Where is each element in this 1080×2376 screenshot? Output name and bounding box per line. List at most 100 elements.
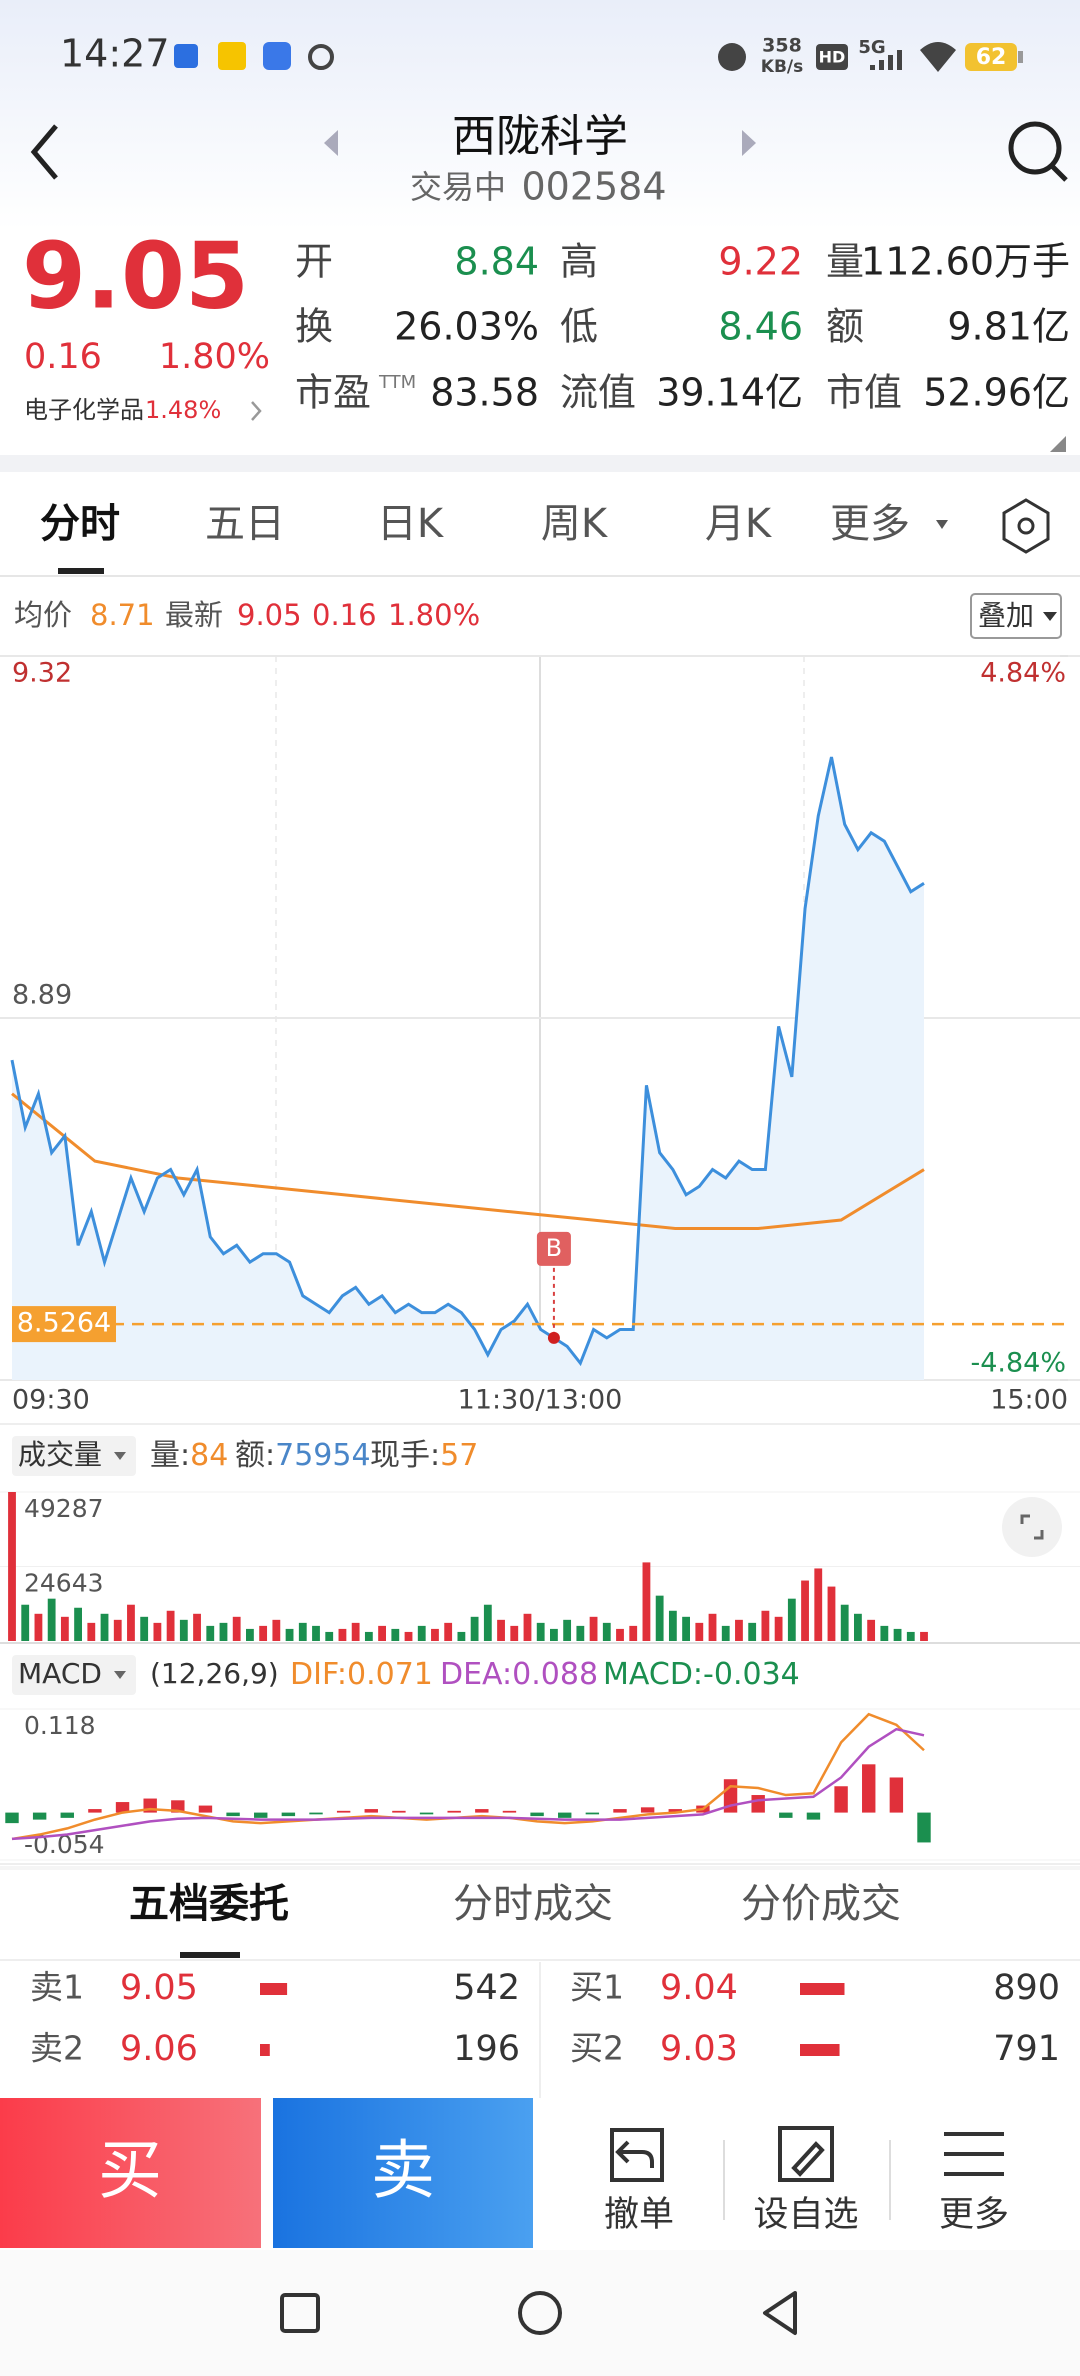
volume-bar [74, 1607, 82, 1641]
volume-amount-label: 额: [235, 1438, 275, 1473]
sell-button[interactable] [273, 2098, 533, 2248]
macd-bar [281, 1812, 296, 1817]
stat-label: 高 [560, 240, 598, 284]
battery-level: 62 [976, 45, 1007, 70]
hd-badge [816, 44, 848, 70]
y-tick-label: 0.118 [24, 1711, 96, 1740]
volume-qty-value: 84 [190, 1438, 228, 1473]
order-bar [260, 1983, 288, 1995]
buy-button[interactable] [0, 2098, 261, 2248]
volume-bar [179, 1619, 188, 1641]
separator [0, 455, 1080, 472]
order-bar [260, 2044, 270, 2056]
volume-bar [576, 1625, 585, 1641]
settings-icon[interactable] [1002, 498, 1050, 554]
volume-bar [787, 1598, 796, 1641]
macd-bar [254, 1812, 268, 1818]
volume-bar [814, 1568, 823, 1641]
battery [965, 43, 1017, 71]
volume-bar [695, 1622, 704, 1641]
y-tick-label: 9.32 [12, 658, 72, 689]
macd-bar [226, 1812, 240, 1817]
volume-bar [100, 1613, 109, 1641]
header-bg [0, 0, 1080, 230]
volume-bar [497, 1619, 505, 1641]
macd-bar [502, 1810, 517, 1813]
volume-bar [87, 1622, 96, 1641]
nav-back[interactable] [763, 2291, 797, 2335]
macd-bar [5, 1812, 19, 1824]
macd-bar [32, 1812, 47, 1820]
stat-value: 112.60万手 [861, 240, 1070, 284]
tab-underline [58, 568, 104, 574]
tab-underline [180, 1952, 240, 1958]
info-change: 0.16 [312, 598, 377, 632]
volume-bar [127, 1604, 135, 1641]
search-button[interactable] [1008, 121, 1062, 175]
macd-bar [364, 1809, 378, 1813]
volume-bar [246, 1628, 254, 1641]
detail-tab: 分时成交 [453, 1881, 613, 1927]
more-icon[interactable] [944, 2132, 1004, 2176]
nav-recent[interactable] [280, 2293, 320, 2333]
macd-bar [475, 1809, 489, 1813]
volume-bar [801, 1580, 809, 1641]
cost-tag [12, 1306, 116, 1343]
overlay-label: 叠加 [978, 599, 1034, 632]
macd-bar [336, 1810, 351, 1813]
volume-bar [364, 1631, 373, 1641]
stat-value: 8.46 [718, 305, 803, 349]
info-avg: 8.71 [90, 598, 155, 632]
watchlist-icon[interactable] [778, 2126, 834, 2182]
macd-selector[interactable] [12, 1655, 136, 1695]
back-button[interactable] [30, 124, 58, 180]
sector-arrow[interactable] [251, 401, 262, 421]
detail-tab: 五档委托 [129, 1881, 289, 1927]
stat-label: 市值 [826, 371, 902, 415]
volume-bar [827, 1586, 836, 1641]
volume-bar [642, 1562, 651, 1641]
macd-bar [640, 1807, 655, 1813]
stat-value: 39.14亿 [656, 371, 803, 415]
volume-bar [166, 1610, 175, 1641]
network: 5G [858, 37, 885, 58]
action-label: 更多 [939, 2195, 1009, 2235]
cancel-icon[interactable] [610, 2128, 664, 2182]
volume-amount: 额:75954 [235, 1438, 371, 1473]
price-change-pct: 1.80% [159, 337, 270, 377]
order-label: 卖2 [30, 2029, 84, 2068]
stat-value: 83.58 [430, 371, 539, 415]
volume-bar [510, 1625, 519, 1641]
tab: 更多 [830, 501, 910, 547]
next-stock[interactable] [742, 130, 756, 156]
nav-home[interactable] [518, 2291, 562, 2335]
signal-icon [870, 50, 902, 70]
macd-dea-value: 0.088 [512, 1657, 598, 1692]
volume-hand: 现手:57 [370, 1438, 478, 1473]
x-tick-label: 15:00 [990, 1385, 1068, 1416]
prev-stock[interactable] [324, 130, 338, 156]
macd-bar [447, 1810, 461, 1813]
order-qty: 196 [453, 2029, 520, 2069]
macd-bar [862, 1764, 876, 1813]
stat-sup: TTM [378, 372, 416, 393]
volume-bar [140, 1616, 149, 1641]
pct-tick-label: 4.84% [980, 658, 1066, 689]
fullscreen-button[interactable] [1002, 1497, 1062, 1557]
volume-bar [523, 1613, 532, 1641]
overlay-caret [1043, 612, 1057, 621]
expand-corner[interactable] [1050, 436, 1066, 452]
macd-dea: DEA:0.088 [440, 1657, 598, 1692]
volume-bar [893, 1628, 902, 1641]
overlay-button[interactable] [970, 593, 1062, 639]
macd-dea-label: DEA: [440, 1657, 512, 1692]
stat-label: 流值 [560, 371, 636, 415]
stat-label: 量 [826, 240, 864, 284]
app-icon [218, 42, 246, 70]
macd-dif-label: DIF: [290, 1657, 347, 1692]
volume-bar [854, 1613, 862, 1641]
volume-bar [351, 1622, 360, 1641]
macd-bar [834, 1786, 848, 1813]
volume-bar [867, 1619, 876, 1641]
volume-selector[interactable] [12, 1436, 136, 1476]
